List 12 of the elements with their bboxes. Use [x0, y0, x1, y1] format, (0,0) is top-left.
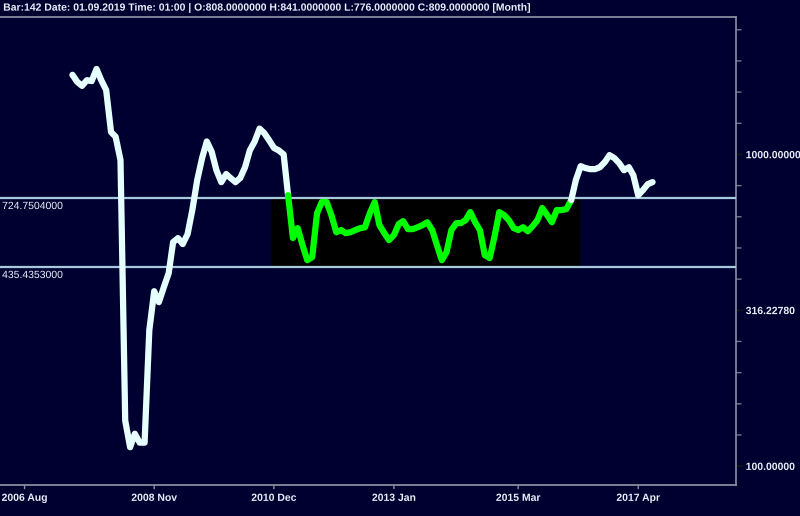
y-tick-label: 100.00000	[746, 462, 795, 470]
y-tick-label: 316.22780	[746, 306, 795, 314]
x-tick-label: 2006 Aug	[2, 494, 47, 504]
ref-line-label: 724.7504000	[2, 202, 62, 210]
x-tick-label: 2015 Mar	[496, 494, 540, 501]
ref-line-label: 435.4353000	[2, 270, 62, 278]
x-tick-label: 2017 Apr	[616, 494, 660, 504]
x-tick-label: 2010 Dec	[252, 494, 296, 501]
y-tick-label: 1000.00000	[746, 150, 800, 158]
x-tick-label: 2008 Nov	[132, 494, 178, 501]
chart-title: Bar:142 Date: 01.09.2019 Time: 01:00 | O:808.0000000 H:841.0000000 L:776.0000000 C:809.0000000 [Month]	[4, 3, 530, 13]
x-tick-label: 2013 Jan	[372, 494, 416, 501]
